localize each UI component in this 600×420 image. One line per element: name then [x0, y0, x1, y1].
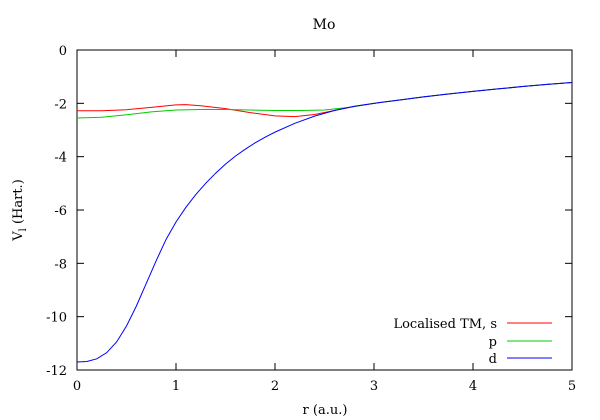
- legend: Localised TM, s pd: [393, 317, 552, 367]
- legend-label-2: p: [489, 335, 497, 350]
- plot-border: [76, 49, 573, 371]
- y-tick-label: -2: [54, 97, 67, 112]
- x-tick-label: 0: [73, 379, 81, 394]
- series-group: [76, 82, 573, 363]
- x-tick-label: 3: [370, 379, 378, 394]
- x-tick-label: 4: [469, 379, 477, 394]
- x-axis: 0 1 2 3 4 5: [73, 50, 576, 394]
- y-tick-label: -12: [46, 364, 67, 379]
- x-tick-label: 1: [172, 379, 180, 394]
- y-axis-title-main: V: [11, 231, 26, 242]
- chart-title: Mo: [313, 17, 336, 33]
- series-line-3: [76, 82, 573, 363]
- legend-label-3: d: [489, 352, 497, 367]
- x-tick-label: 2: [271, 379, 279, 394]
- x-tick-label: 5: [568, 379, 576, 394]
- y-tick-label: -10: [46, 311, 67, 326]
- x-axis-title: r (a.u.): [303, 403, 348, 418]
- legend-label-1: Localised TM, s: [393, 317, 497, 332]
- y-axis-title: Vl (Hart.): [11, 179, 29, 242]
- y-tick-label: -6: [54, 204, 67, 219]
- y-axis-title-rest: (Hart.): [11, 179, 26, 228]
- y-axis-title-subscript: l: [18, 228, 29, 231]
- plot-frame: [76, 49, 573, 371]
- y-tick-label: -4: [54, 151, 67, 166]
- y-axis: 0 -2 -4 -6 -8 -10 -12: [46, 44, 572, 379]
- y-tick-label: -8: [54, 257, 67, 272]
- y-tick-label: 0: [59, 44, 67, 59]
